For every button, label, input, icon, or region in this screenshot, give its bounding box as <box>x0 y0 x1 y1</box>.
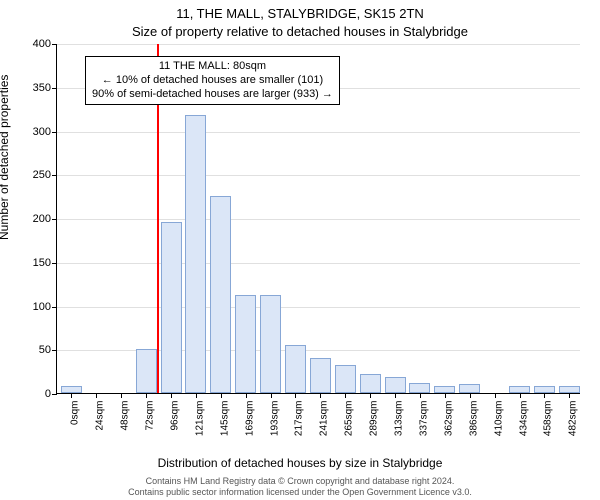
histogram-bar <box>409 383 430 394</box>
x-tick-mark <box>71 393 72 398</box>
x-tick-label: 434sqm <box>518 399 529 437</box>
x-tick-label: 313sqm <box>394 399 405 437</box>
x-tick-label: 217sqm <box>294 399 305 437</box>
x-tick-label: 458sqm <box>543 399 554 437</box>
x-tick-mark <box>345 393 346 398</box>
histogram-bar <box>310 358 331 393</box>
x-tick-mark <box>295 393 296 398</box>
histogram-bar <box>509 386 530 393</box>
y-tick-label: 50 <box>39 344 57 356</box>
x-tick-mark <box>544 393 545 398</box>
y-tick-label: 400 <box>33 38 57 50</box>
x-axis-label: Distribution of detached houses by size … <box>0 456 600 470</box>
chart-title-line2: Size of property relative to detached ho… <box>0 24 600 39</box>
attribution-line2: Contains public sector information licen… <box>0 487 600 498</box>
histogram-bar <box>235 295 256 393</box>
histogram-bar <box>434 386 455 393</box>
x-tick-mark <box>271 393 272 398</box>
x-tick-label: 193sqm <box>269 399 280 437</box>
y-tick-label: 200 <box>33 213 57 225</box>
x-tick-label: 145sqm <box>219 399 230 437</box>
gridline <box>57 263 580 264</box>
x-tick-label: 337sqm <box>418 399 429 437</box>
histogram-bar <box>285 345 306 393</box>
x-tick-mark <box>171 393 172 398</box>
y-tick-label: 150 <box>33 257 57 269</box>
attribution-text: Contains HM Land Registry data © Crown c… <box>0 476 600 498</box>
y-tick-label: 100 <box>33 301 57 313</box>
x-tick-label: 24sqm <box>95 399 106 431</box>
x-tick-label: 241sqm <box>319 399 330 437</box>
x-tick-label: 48sqm <box>120 399 131 431</box>
histogram-bar <box>61 386 82 393</box>
x-tick-label: 362sqm <box>443 399 454 437</box>
gridline <box>57 307 580 308</box>
annotation-line2: ← 10% of detached houses are smaller (10… <box>92 74 333 88</box>
histogram-bar <box>161 222 182 393</box>
x-tick-label: 72sqm <box>145 399 156 431</box>
gridline <box>57 175 580 176</box>
histogram-bar <box>210 196 231 393</box>
y-tick-label: 350 <box>33 82 57 94</box>
x-tick-mark <box>420 393 421 398</box>
x-tick-mark <box>196 393 197 398</box>
x-tick-label: 169sqm <box>244 399 255 437</box>
y-tick-label: 250 <box>33 169 57 181</box>
gridline <box>57 44 580 45</box>
histogram-bar <box>459 384 480 393</box>
x-tick-mark <box>470 393 471 398</box>
gridline <box>57 132 580 133</box>
y-tick-label: 300 <box>33 126 57 138</box>
x-tick-label: 289sqm <box>369 399 380 437</box>
x-tick-mark <box>395 393 396 398</box>
x-tick-mark <box>445 393 446 398</box>
x-tick-label: 386sqm <box>468 399 479 437</box>
histogram-bar <box>360 374 381 393</box>
histogram-bar <box>385 377 406 393</box>
gridline <box>57 219 580 220</box>
x-tick-mark <box>495 393 496 398</box>
x-tick-mark <box>569 393 570 398</box>
x-tick-label: 265sqm <box>344 399 355 437</box>
x-tick-mark <box>370 393 371 398</box>
annotation-line3: 90% of semi-detached houses are larger (… <box>92 88 333 102</box>
x-tick-mark <box>146 393 147 398</box>
histogram-bar <box>534 386 555 393</box>
x-tick-label: 410sqm <box>493 399 504 437</box>
histogram-bar <box>185 115 206 393</box>
annotation-box: 11 THE MALL: 80sqm← 10% of detached hous… <box>85 56 340 105</box>
x-tick-label: 96sqm <box>170 399 181 431</box>
x-tick-label: 0sqm <box>70 399 81 425</box>
annotation-line1: 11 THE MALL: 80sqm <box>92 60 333 74</box>
histogram-bar <box>335 365 356 393</box>
attribution-line1: Contains HM Land Registry data © Crown c… <box>0 476 600 487</box>
plot-area: 0501001502002503003504000sqm24sqm48sqm72… <box>56 44 580 394</box>
histogram-bar <box>136 349 157 393</box>
histogram-bar <box>260 295 281 393</box>
x-tick-mark <box>96 393 97 398</box>
y-axis-label: Number of detached properties <box>0 75 11 240</box>
chart-title-line1: 11, THE MALL, STALYBRIDGE, SK15 2TN <box>0 6 600 21</box>
chart-container: 11, THE MALL, STALYBRIDGE, SK15 2TN Size… <box>0 0 600 500</box>
x-tick-mark <box>121 393 122 398</box>
x-tick-label: 121sqm <box>194 399 205 437</box>
x-tick-mark <box>320 393 321 398</box>
x-tick-mark <box>221 393 222 398</box>
x-tick-mark <box>520 393 521 398</box>
y-tick-label: 0 <box>45 388 57 400</box>
histogram-bar <box>559 386 580 393</box>
x-tick-label: 482sqm <box>568 399 579 437</box>
x-tick-mark <box>246 393 247 398</box>
